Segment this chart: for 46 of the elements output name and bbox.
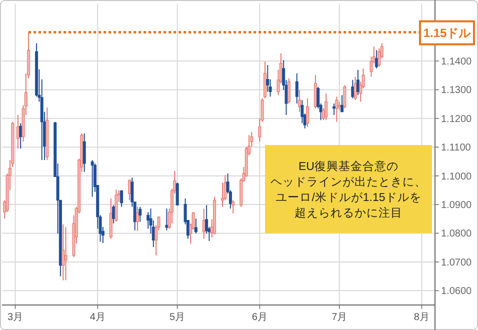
- candlestick: [356, 69, 360, 96]
- candlestick: [136, 206, 139, 232]
- candlestick: [335, 96, 338, 122]
- candlestick: [232, 200, 235, 214]
- x-tick-label: 6月: [252, 312, 268, 323]
- candlestick: [343, 84, 346, 109]
- y-tick-label: 1.0700: [441, 257, 472, 268]
- candlestick: [266, 64, 270, 92]
- candlestick: [165, 208, 168, 231]
- candlestick: [340, 94, 344, 112]
- annotation: 超えられるかに注目: [294, 205, 402, 220]
- y-tick-label: 1.1100: [441, 142, 472, 154]
- candlestick: [351, 79, 354, 99]
- candlestick: [146, 211, 150, 230]
- x-tick-label: 5月: [170, 312, 186, 323]
- candlestick: [109, 198, 112, 240]
- candlestick: [194, 218, 198, 234]
- candlestick: [120, 190, 124, 208]
- candlestick: [64, 226, 68, 281]
- y-tick-label: 1.0800: [441, 228, 472, 240]
- y-tick-label: 1.0600: [441, 286, 472, 298]
- y-tick-label: 1.1000: [441, 171, 472, 182]
- y-tick-label: 1.0900: [441, 200, 472, 212]
- x-tick-label: 8月: [414, 312, 430, 323]
- x-tick-label: 4月: [90, 312, 106, 323]
- y-tick-label: 1.1400: [441, 56, 472, 68]
- candlestick: [354, 76, 357, 101]
- candlestick: [176, 182, 179, 206]
- y-tick-label: 1.1200: [441, 114, 472, 125]
- candlestick: [82, 132, 86, 172]
- candlestick: [138, 206, 142, 222]
- candlestick: [306, 98, 309, 128]
- candlestick: [263, 61, 266, 99]
- x-tick-label: 7月: [332, 312, 348, 323]
- x-tick-label: 3月: [8, 312, 24, 323]
- candlestick: [90, 160, 94, 198]
- candlestick: [295, 72, 298, 104]
- annotation: ユーロ/米ドルが1.15ドルを: [276, 190, 422, 204]
- candlestick: [62, 224, 65, 281]
- ref-line-label: 1.15ドル: [423, 26, 472, 40]
- annotation: EU復興基金合意の: [298, 160, 398, 173]
- y-tick-label: 1.1300: [441, 85, 472, 96]
- annotation: ヘッドラインが出たときに、: [270, 175, 426, 188]
- candlestick: [287, 78, 290, 104]
- candlestick: [298, 90, 302, 112]
- candlestick: [324, 92, 328, 121]
